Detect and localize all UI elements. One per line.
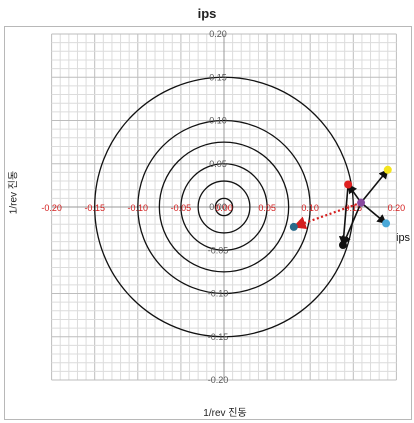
data-point [382,219,391,228]
data-points [289,165,392,250]
arrow [360,202,387,225]
y-tick-label: 0.20 [209,29,227,39]
x-tick-label: 0.15 [345,203,363,213]
y-tick-label: -0.05 [208,245,229,255]
ring [94,76,354,338]
axes [51,34,397,380]
x-tick-label: -0.20 [41,203,62,213]
tick-labels: -0.20 -0.15 -0.10 -0.05 0.00 0.05 0.10 0.15 0.20… [41,29,405,385]
data-point [383,165,392,174]
x-tick-label: 0.00 [215,203,233,213]
ring [137,119,311,295]
x-axis-label: 1/rev 진동 [203,408,247,419]
arrow-dotted [292,201,362,230]
data-point [357,198,366,207]
x-tick-label: -0.10 [128,203,149,213]
y-tick-label: 0.15 [209,72,227,82]
y-tick-label: -0.20 [208,375,229,385]
circles [94,76,354,338]
arrow [338,184,349,247]
x-tick-label: -0.05 [171,203,192,213]
y-tick-label: -0.15 [208,332,229,342]
ring [158,141,290,273]
ring [180,163,268,251]
ring [214,197,234,217]
data-point [344,180,353,189]
y-tick-label: 0.05 [209,159,227,169]
y-tick-label: 0.10 [209,116,227,126]
x-tick-label: 0.05 [258,203,276,213]
x-tick-label: 0.10 [301,203,319,213]
arrows [292,169,389,247]
data-point [289,222,298,231]
ring [197,180,251,234]
chart-title: ips [197,6,217,21]
y-tick-label: -0.10 [208,289,229,299]
arrow [360,169,389,204]
x-tick-label: -0.15 [84,203,105,213]
y-tick-label: 0.00 [209,202,227,212]
data-point [338,241,347,250]
right-axis-label: ips [396,232,411,244]
chart-frame [4,26,412,420]
x-tick-label: 0.20 [388,203,406,213]
